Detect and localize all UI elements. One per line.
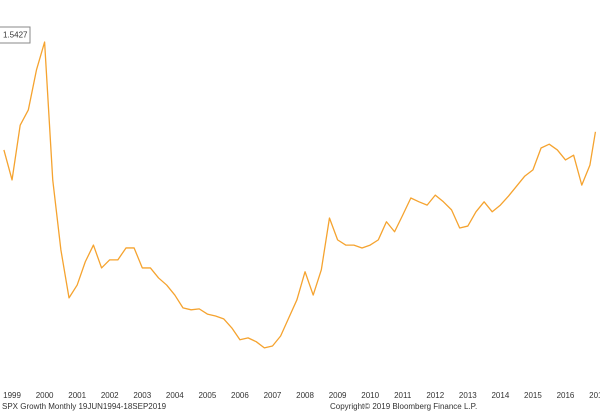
source: Copyright© 2019 Bloomberg Finance L.P. xyxy=(330,402,477,411)
x-tick-label: 2008 xyxy=(296,391,314,400)
x-tick-label: 2009 xyxy=(329,391,347,400)
annotation-box xyxy=(0,26,31,44)
x-tick-label: 2013 xyxy=(459,391,477,400)
x-tick-label: 2004 xyxy=(166,391,184,400)
x-tick-label: 2006 xyxy=(231,391,249,400)
x-tick-label: 2001 xyxy=(68,391,86,400)
x-tick-label: 2014 xyxy=(491,391,509,400)
x-tick-label: 1999 xyxy=(3,391,21,400)
x-tick-label: 2011 xyxy=(394,391,412,400)
x-tick-label: 2010 xyxy=(361,391,379,400)
x-tick-label: 2000 xyxy=(36,391,54,400)
x-tick-label: 2017 xyxy=(589,391,600,400)
x-tick-label: 2003 xyxy=(133,391,151,400)
subtitle: (ex) SPX Growth Monthly 19JUN1994-18SEP2… xyxy=(0,402,167,411)
x-tick-label: 2002 xyxy=(101,391,119,400)
x-tick-label: 2015 xyxy=(524,391,542,400)
x-tick-label: 2005 xyxy=(198,391,216,400)
line xyxy=(3,41,597,349)
x-tick-label: 2012 xyxy=(426,391,444,400)
x-tick-label: 2016 xyxy=(557,391,575,400)
x-tick-label: 2007 xyxy=(264,391,282,400)
annotation: 1.5427 xyxy=(3,31,28,40)
